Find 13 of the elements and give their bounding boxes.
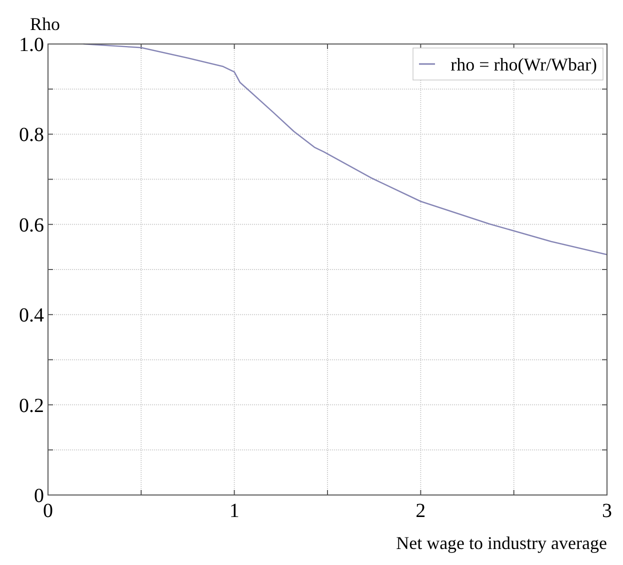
- x-tick-label: 3: [602, 500, 612, 522]
- y-tick-label: 0.2: [19, 394, 44, 417]
- line-series: [82, 43, 608, 256]
- y-tick-label: 0: [34, 485, 44, 507]
- legend-label: rho = rho(Wr/Wbar): [450, 54, 597, 74]
- x-axis-title: Net wage to industry average: [396, 533, 608, 553]
- y-axis-title: Rho: [30, 14, 60, 34]
- y-tick-label: 0.8: [19, 124, 44, 146]
- y-tick-label: 0.4: [19, 304, 44, 327]
- x-tick-label: 2: [416, 500, 426, 522]
- y-tick-label: 0.6: [19, 214, 44, 236]
- x-tick-label: 1: [229, 500, 240, 522]
- y-tick-label: 1.0: [19, 34, 44, 56]
